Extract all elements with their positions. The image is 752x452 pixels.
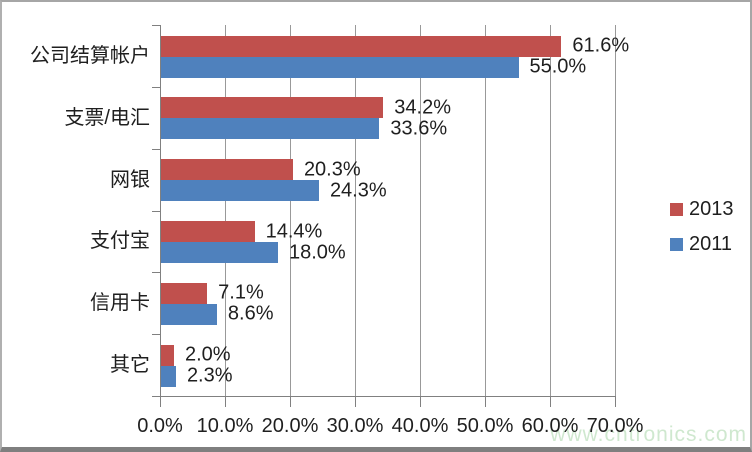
x-tick-label: 30.0% — [326, 415, 384, 437]
x-tick-label: 60.0% — [521, 415, 579, 437]
legend-label-2011: 2011 — [689, 233, 733, 255]
x-axis-tick — [550, 396, 551, 407]
value-label: 24.3% — [329, 179, 387, 202]
y-axis-tick — [152, 148, 160, 150]
value-label: 14.4% — [265, 220, 323, 242]
gridline — [420, 25, 421, 396]
y-axis-tick — [152, 25, 160, 26]
y-axis-tick — [152, 86, 160, 88]
legend: 2013 2011 — [670, 198, 734, 268]
value-label: 2.0% — [185, 343, 231, 366]
value-label: 33.6% — [390, 117, 448, 140]
bar-2011 — [161, 180, 319, 202]
gridline — [225, 25, 226, 396]
gridline — [550, 25, 551, 396]
value-label: 34.2% — [394, 96, 452, 119]
x-tick-label: 50.0% — [456, 415, 514, 437]
legend-label-2013: 2013 — [689, 198, 734, 220]
x-tick-label: 20.0% — [261, 415, 319, 437]
x-axis-tick — [160, 396, 161, 407]
x-axis-tick — [225, 396, 226, 407]
category-label: 其它 — [110, 354, 150, 377]
x-axis-tick — [420, 396, 421, 407]
category-label: 网银 — [110, 168, 150, 191]
value-label: 2.3% — [186, 364, 233, 387]
y-axis — [160, 25, 161, 397]
gridline — [355, 25, 356, 396]
x-tick-label: 40.0% — [391, 415, 449, 437]
x-axis — [160, 396, 615, 397]
x-tick-label: 10.0% — [196, 415, 254, 437]
value-label: 61.6% — [572, 34, 630, 57]
gridline — [615, 25, 616, 396]
value-label: 18.0% — [289, 241, 346, 263]
x-axis-tick — [615, 396, 616, 407]
value-label: 7.1% — [218, 281, 264, 304]
bar-2011 — [161, 242, 278, 263]
value-label: 55.0% — [529, 55, 587, 78]
y-axis-tick — [152, 334, 160, 336]
value-label: 8.6% — [227, 302, 274, 325]
y-axis-tick — [152, 272, 160, 274]
value-label: 20.3% — [303, 158, 361, 181]
bar-2011 — [161, 118, 380, 140]
x-axis-tick — [485, 396, 486, 407]
legend-entry-2011: 2011 — [670, 233, 734, 255]
category-label: 支票/电汇 — [64, 106, 150, 129]
bar-2013 — [161, 344, 174, 366]
x-tick-label: 0.0% — [137, 415, 183, 437]
category-label: 信用卡 — [90, 292, 150, 315]
category-label: 支付宝 — [90, 230, 150, 253]
bar-2013 — [161, 97, 384, 119]
y-axis-tick — [152, 210, 160, 212]
bar-2011 — [161, 365, 176, 387]
x-axis-tick — [355, 396, 356, 407]
y-axis-tick — [152, 396, 160, 397]
gridline — [290, 25, 291, 396]
legend-entry-2013: 2013 — [670, 198, 734, 220]
bar-2013 — [161, 221, 255, 242]
bar-2013 — [161, 159, 293, 181]
legend-swatch-2011 — [670, 237, 683, 251]
x-axis-tick — [290, 396, 291, 407]
legend-swatch-2013 — [670, 202, 683, 216]
category-label: 公司结算帐户 — [30, 44, 150, 67]
bar-2013 — [161, 282, 208, 304]
watermark: www.cntronics.com — [550, 423, 747, 446]
bar-2013 — [161, 35, 562, 57]
bar-2011 — [161, 303, 217, 325]
bar-2011 — [161, 56, 519, 78]
x-tick-label: 70.0% — [586, 415, 644, 437]
gridline — [485, 25, 486, 396]
